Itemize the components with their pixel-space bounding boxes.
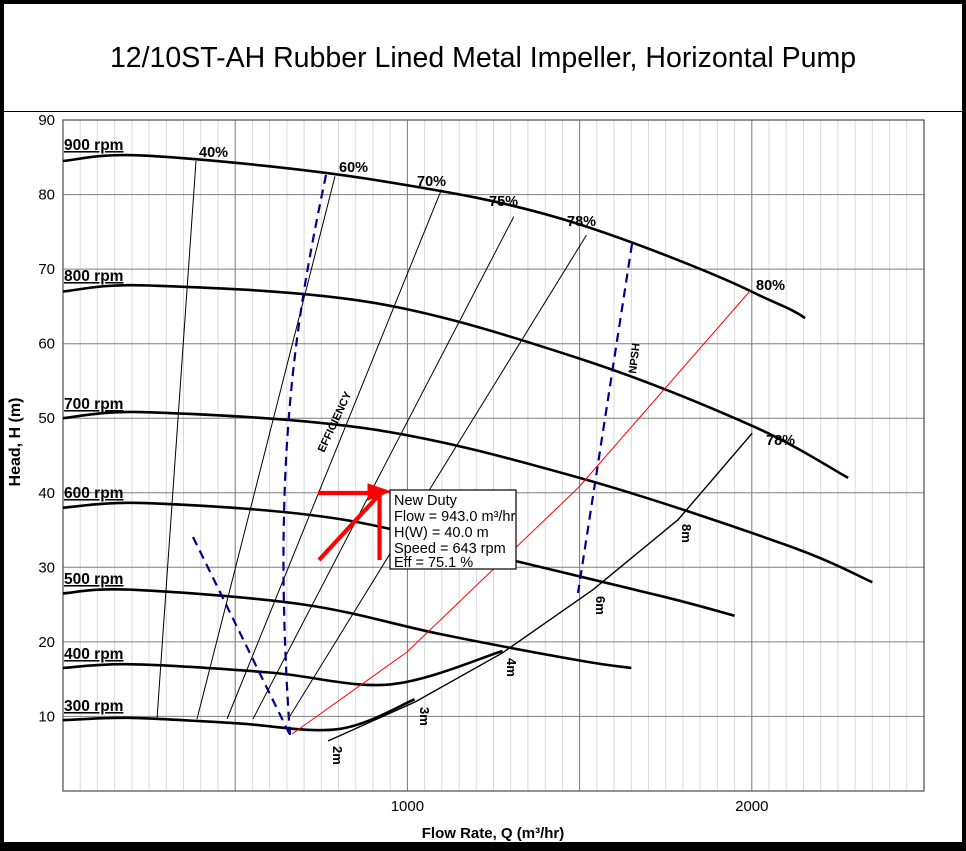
svg-text:90: 90 xyxy=(38,112,55,129)
svg-text:50: 50 xyxy=(38,410,55,427)
svg-text:900 rpm: 900 rpm xyxy=(64,137,123,154)
svg-text:2m: 2m xyxy=(330,746,345,765)
svg-text:Flow = 943.0 m³/hr: Flow = 943.0 m³/hr xyxy=(394,509,515,525)
svg-text:10: 10 xyxy=(38,708,55,725)
svg-text:30: 30 xyxy=(38,559,55,576)
svg-text:60: 60 xyxy=(38,336,55,353)
svg-text:40: 40 xyxy=(38,485,55,502)
svg-text:78%: 78% xyxy=(567,214,596,230)
svg-text:6m: 6m xyxy=(593,596,608,615)
svg-text:60%: 60% xyxy=(339,160,368,176)
svg-text:Flow Rate, Q (m³/hr): Flow Rate, Q (m³/hr) xyxy=(422,825,565,842)
svg-text:8m: 8m xyxy=(679,524,694,543)
svg-text:H(W) = 40.0 m: H(W) = 40.0 m xyxy=(394,525,489,541)
svg-text:3m: 3m xyxy=(417,707,432,726)
svg-text:800 rpm: 800 rpm xyxy=(64,268,123,285)
svg-text:2000: 2000 xyxy=(735,798,768,815)
svg-text:700 rpm: 700 rpm xyxy=(64,396,123,413)
svg-text:NPSH: NPSH xyxy=(627,343,643,375)
svg-text:75%: 75% xyxy=(489,194,518,210)
svg-text:500 rpm: 500 rpm xyxy=(64,571,123,588)
svg-text:1000: 1000 xyxy=(391,798,424,815)
svg-text:80: 80 xyxy=(38,187,55,204)
svg-text:600 rpm: 600 rpm xyxy=(64,485,123,502)
svg-text:New Duty: New Duty xyxy=(394,493,458,509)
svg-text:80%: 80% xyxy=(756,278,785,294)
svg-text:Head, H (m): Head, H (m) xyxy=(7,398,24,487)
svg-text:400 rpm: 400 rpm xyxy=(64,646,123,663)
svg-text:4m: 4m xyxy=(504,658,519,677)
svg-text:70: 70 xyxy=(38,261,55,278)
svg-text:78%: 78% xyxy=(766,433,795,449)
svg-text:300 rpm: 300 rpm xyxy=(64,698,123,715)
svg-text:Eff = 75.1 %: Eff = 75.1 % xyxy=(394,555,473,571)
svg-text:20: 20 xyxy=(38,634,55,651)
svg-text:70%: 70% xyxy=(417,174,446,190)
svg-text:40%: 40% xyxy=(199,145,228,161)
